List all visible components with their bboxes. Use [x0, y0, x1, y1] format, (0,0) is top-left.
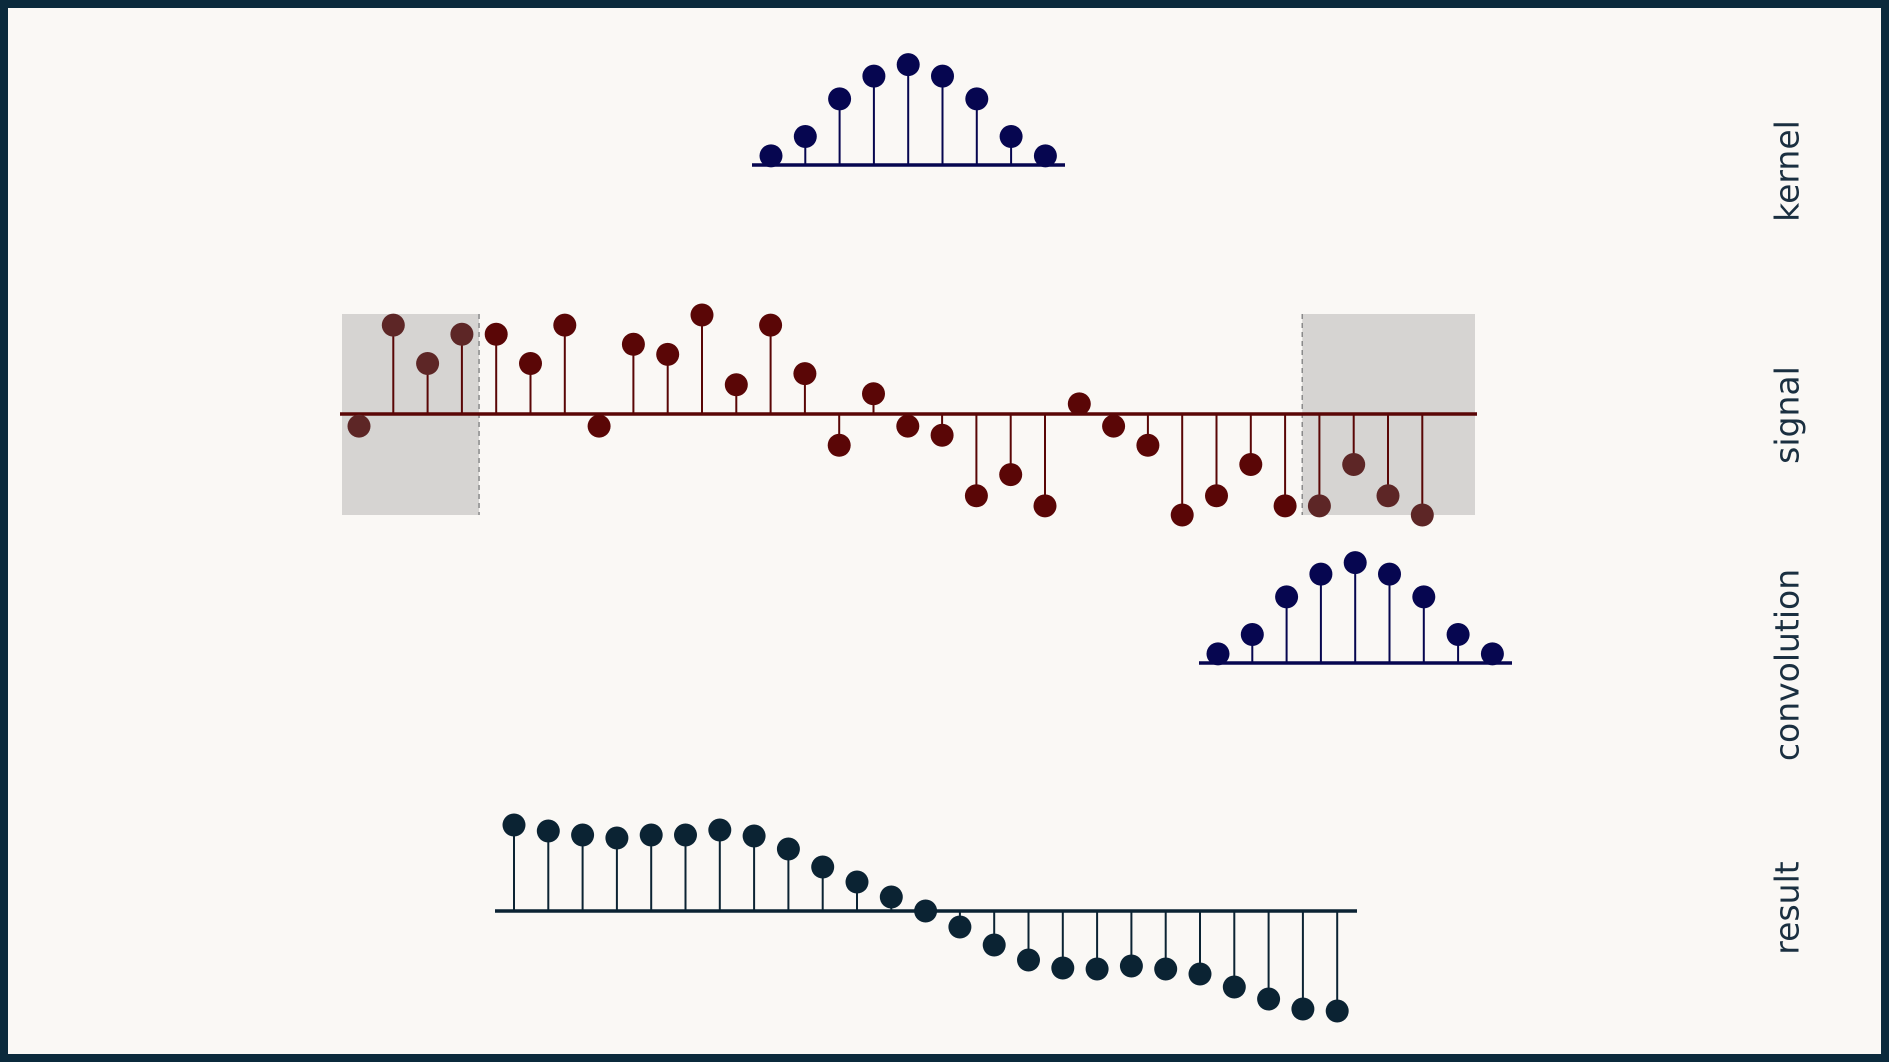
convolution-kernel-marker [1309, 562, 1333, 586]
result-marker [811, 855, 835, 879]
signal-marker [1273, 494, 1297, 518]
convolution-kernel-marker [1480, 642, 1504, 666]
convolution-kernel-marker [1240, 623, 1264, 646]
result-marker [982, 933, 1006, 957]
signal-marker [450, 322, 474, 346]
signal-marker [827, 433, 851, 457]
result-marker [639, 823, 663, 847]
signal-marker [1410, 503, 1434, 527]
signal-marker [1170, 503, 1194, 527]
signal-marker [416, 352, 440, 375]
kernel-marker [793, 125, 817, 148]
signal-marker [656, 342, 680, 366]
signal-marker [621, 332, 645, 356]
result-marker [708, 818, 732, 842]
result-marker [1325, 999, 1349, 1023]
convolution-kernel-marker [1275, 585, 1299, 609]
convolution-kernel-marker [1378, 562, 1401, 586]
convolution-kernel-marker [1412, 585, 1436, 609]
kernel-marker [999, 125, 1023, 148]
result-marker [605, 826, 629, 850]
kernel-label: kernel [1768, 120, 1807, 222]
kernel-marker [931, 64, 954, 88]
signal-label: signal [1768, 366, 1807, 464]
result-marker [1085, 957, 1109, 981]
signal-marker [553, 313, 577, 337]
kernel-marker [1033, 144, 1057, 168]
convolution-kernel-marker [1446, 623, 1470, 646]
signal-marker [1376, 484, 1400, 508]
result-marker [1188, 962, 1212, 986]
convolution-kernel-marker [1206, 642, 1230, 666]
signal-marker [930, 423, 954, 447]
result-marker [536, 819, 560, 843]
result-marker [1291, 997, 1315, 1021]
result-marker [1017, 948, 1040, 972]
result-marker [1257, 987, 1281, 1011]
signal-marker [690, 303, 714, 327]
kernel-marker [896, 53, 920, 77]
signal-marker [587, 414, 611, 438]
result-marker [742, 824, 766, 848]
signal-marker [1342, 453, 1366, 476]
result-marker [502, 813, 526, 837]
convolution-diagram: kernel signal convolution result [340, 53, 1807, 1023]
signal-marker [964, 484, 988, 508]
convolution-label: convolution [1768, 569, 1807, 761]
signal-marker [1136, 433, 1160, 457]
signal-marker [793, 362, 817, 386]
kernel-marker [862, 64, 886, 88]
result-marker [1154, 957, 1178, 981]
signal-marker [347, 414, 371, 438]
result-marker [914, 899, 938, 923]
result-label: result [1768, 861, 1807, 954]
result-marker [845, 870, 869, 894]
signal-marker [862, 382, 885, 406]
result-marker [1222, 975, 1246, 999]
signal-marker [1033, 494, 1057, 518]
signal-marker [519, 352, 542, 375]
kernel-stem-plot [752, 53, 1065, 168]
signal-marker [999, 463, 1023, 487]
signal-marker [1239, 453, 1263, 476]
signal-marker [484, 322, 508, 346]
signal-marker [759, 313, 783, 337]
signal-marker [896, 414, 920, 438]
kernel-marker [828, 87, 852, 111]
result-stem-plot [495, 813, 1357, 1023]
signal-marker [1067, 392, 1091, 416]
result-marker [879, 885, 903, 909]
signal-marker [1205, 484, 1228, 508]
signal-marker [724, 373, 748, 397]
result-marker [776, 837, 800, 861]
result-marker [1119, 954, 1143, 978]
result-marker [1051, 956, 1075, 980]
result-marker [674, 823, 697, 847]
result-marker [571, 823, 595, 847]
signal-marker [1307, 494, 1331, 518]
kernel-marker [965, 87, 989, 111]
kernel-marker [759, 144, 783, 168]
signal-stem-plot [340, 303, 1477, 527]
signal-marker [381, 313, 405, 337]
result-marker [948, 915, 972, 939]
convolution-kernel-marker [1343, 551, 1367, 575]
signal-marker [1102, 414, 1126, 438]
convolution-kernel-stem-plot [1199, 551, 1512, 666]
